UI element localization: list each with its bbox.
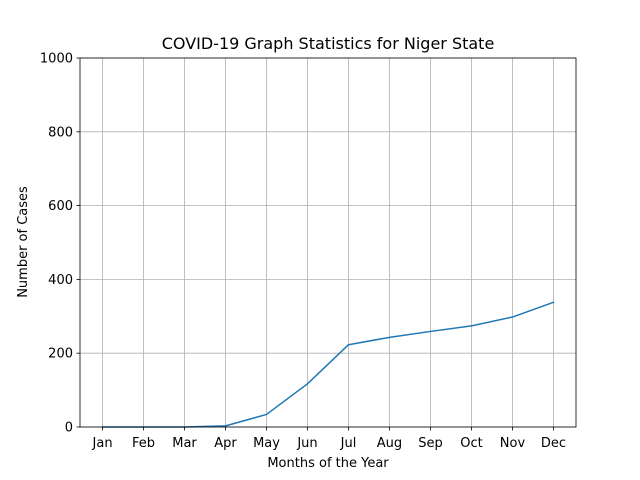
x-tick-label: Nov — [500, 436, 526, 451]
x-tick-label: Jun — [296, 436, 317, 451]
x-tick-label: Jan — [92, 436, 113, 451]
y-tick-label: 400 — [48, 273, 73, 288]
x-tick-label: Aug — [377, 436, 402, 451]
x-tick-label: Feb — [132, 436, 155, 451]
x-axis-label: Months of the Year — [267, 456, 389, 471]
x-tick-label: May — [253, 436, 280, 451]
x-tick-label: Jul — [340, 436, 357, 451]
y-tick-label: 1000 — [40, 52, 73, 67]
y-tick-label: 200 — [48, 347, 73, 362]
y-axis-label: Number of Cases — [16, 186, 31, 298]
y-tick-label: 0 — [65, 421, 73, 436]
x-tick-label: Sep — [418, 436, 443, 451]
y-axis-ticks: 0 200 400 600 800 1000 — [40, 52, 80, 436]
x-tick-label: Apr — [214, 436, 237, 451]
y-tick-label: 800 — [48, 125, 73, 140]
y-tick-label: 600 — [48, 199, 73, 214]
plot-frame — [79, 57, 577, 428]
x-axis-ticks: Jan Feb Mar Apr May Jun Jul Aug Sep Oct Nov Dec — [92, 427, 566, 451]
x-tick-label: Dec — [541, 436, 566, 451]
x-tick-label: Mar — [172, 436, 197, 451]
chart-title: COVID-19 Graph Statistics for Niger Stat… — [162, 34, 495, 53]
x-tick-label: Oct — [460, 436, 482, 451]
